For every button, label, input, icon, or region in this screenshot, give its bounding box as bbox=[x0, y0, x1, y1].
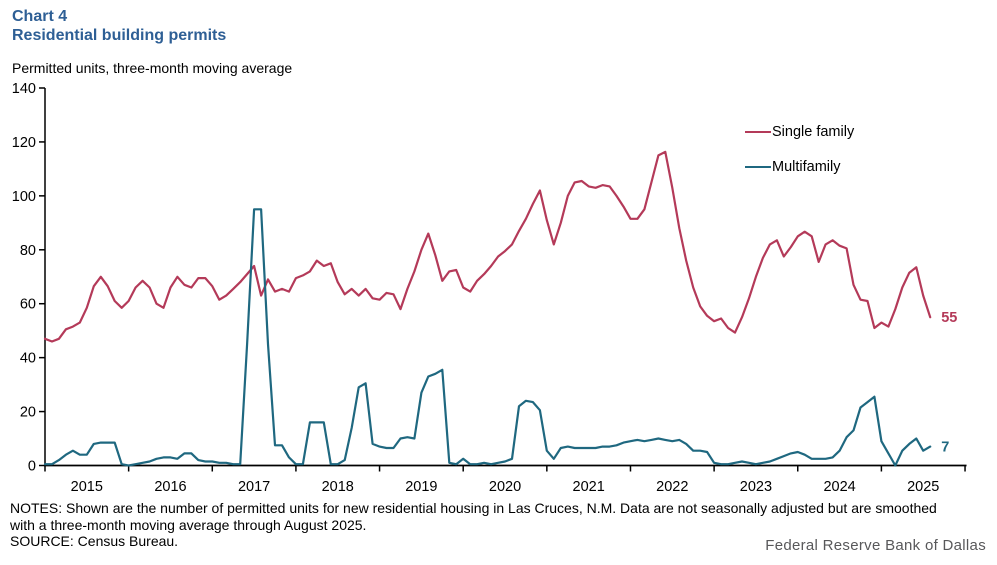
source-line: SOURCE: Census Bureau. bbox=[10, 533, 179, 549]
legend-item-single-family: Single family bbox=[745, 124, 854, 140]
chart-notes: NOTES: Shown are the number of permitted… bbox=[10, 500, 937, 550]
x-tick-label: 2025 bbox=[907, 479, 939, 495]
branding-text: Federal Reserve Bank of Dallas bbox=[765, 537, 986, 554]
x-tick-label: 2017 bbox=[238, 479, 270, 495]
y-tick-label: 40 bbox=[20, 351, 36, 367]
x-tick-label: 2018 bbox=[322, 479, 354, 495]
single-family-line bbox=[43, 150, 932, 343]
legend-label: Single family bbox=[772, 124, 855, 140]
x-tick-label: 2019 bbox=[405, 479, 437, 495]
x-tick-label: 2022 bbox=[656, 479, 688, 495]
y-tick-label: 140 bbox=[12, 81, 36, 97]
legend-item-multifamily: Multifamily bbox=[745, 159, 854, 175]
legend-line-swatch bbox=[745, 130, 771, 134]
legend-line-swatch bbox=[745, 165, 771, 169]
y-tick-label: 20 bbox=[20, 405, 36, 421]
page-title: Residential building permits bbox=[12, 27, 227, 44]
chart-legend: Single family Multifamily bbox=[745, 124, 854, 175]
y-tick-label: 100 bbox=[12, 189, 36, 205]
notes-line-2: with a three-month moving average throug… bbox=[10, 516, 367, 533]
x-tick-label: 2021 bbox=[573, 479, 605, 495]
y-tick-label: 120 bbox=[12, 135, 36, 151]
x-tick-label: 2020 bbox=[489, 479, 521, 495]
chart-title-block: Chart 4 Residential building permits bbox=[12, 7, 226, 45]
x-tick-label: 2015 bbox=[71, 479, 103, 495]
legend-label: Multifamily bbox=[772, 159, 841, 175]
chart-subtitle: Permitted units, three-month moving aver… bbox=[12, 60, 293, 76]
y-tick-label: 0 bbox=[28, 459, 36, 475]
multifamily-line bbox=[43, 208, 932, 467]
y-tick-label: 60 bbox=[20, 297, 36, 313]
single-family-end-label: 55 bbox=[941, 310, 957, 326]
x-tick-label: 2023 bbox=[740, 479, 772, 495]
y-tick-label: 80 bbox=[20, 243, 36, 259]
chart-number: Chart 4 bbox=[12, 8, 68, 25]
x-tick-label: 2016 bbox=[154, 479, 186, 495]
multifamily-end-label: 7 bbox=[941, 440, 949, 456]
notes-line-1: NOTES: Shown are the number of permitted… bbox=[10, 500, 937, 516]
x-tick-label: 2024 bbox=[823, 479, 855, 495]
